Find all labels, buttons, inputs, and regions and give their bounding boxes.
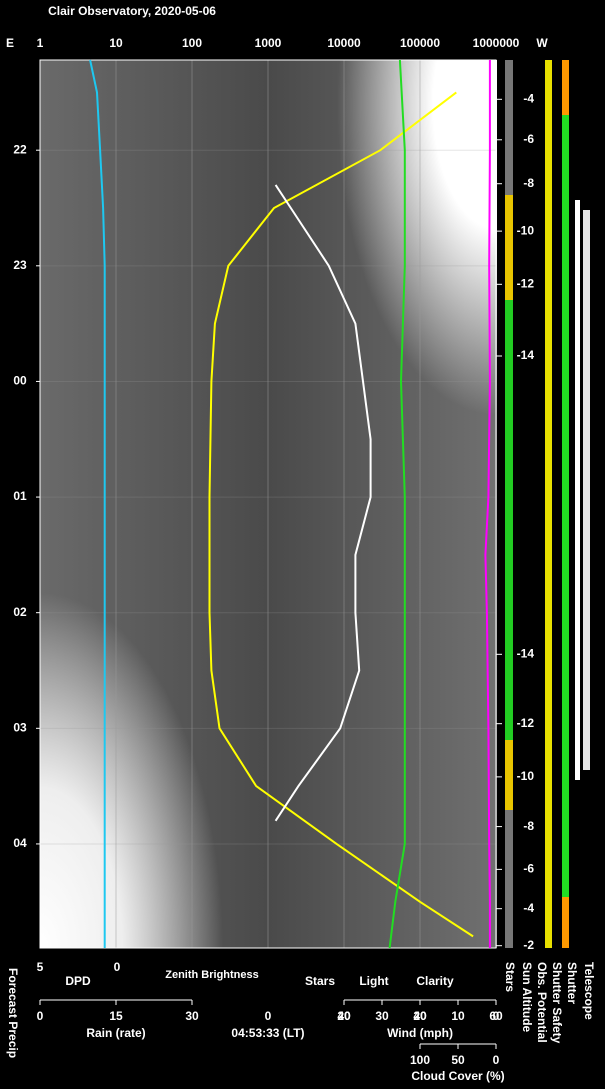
- sun-altitude-label: -10: [517, 769, 535, 783]
- sun-altitude-label: -12: [517, 716, 535, 730]
- scale-tick-label: 20: [337, 1009, 351, 1023]
- axis-name: Clarity: [416, 974, 454, 988]
- axis-name: Wind (mph): [387, 1026, 453, 1040]
- y-tick-label: 04: [13, 836, 27, 850]
- y-tick-label: 03: [13, 720, 27, 734]
- axis-name: Rain (rate): [86, 1026, 145, 1040]
- x-tick-label: 100000: [400, 36, 440, 50]
- status-label: Stars: [503, 962, 517, 992]
- scale-tick-label: 40: [413, 1009, 427, 1023]
- axis-name: DPD: [65, 974, 91, 988]
- y-tick-label: 02: [13, 605, 27, 619]
- time-label: 04:53:33 (LT): [231, 1026, 304, 1040]
- shutter-bar: [575, 200, 580, 780]
- shutter-safety-bar: [562, 115, 569, 897]
- x-tick-label: 1000: [255, 36, 282, 50]
- series-line: [274, 184, 372, 822]
- plot-frame: [39, 59, 497, 949]
- sun-altitude-label: -14: [517, 348, 535, 362]
- scale-tick-label: 0: [114, 960, 121, 974]
- sun-altitude-label: -4: [523, 91, 534, 105]
- scale-tick-label: 0: [37, 1009, 44, 1023]
- scale-tick-label: 100: [410, 1053, 430, 1067]
- scale-tick-label: 20: [413, 1009, 427, 1023]
- sun-altitude-label: -10: [517, 223, 535, 237]
- series-line: [208, 91, 474, 938]
- scale-tick-label: 60: [489, 1009, 503, 1023]
- x-tick-label: 1000000: [473, 36, 520, 50]
- scale-tick-label: 10: [451, 1009, 465, 1023]
- status-bars: [505, 60, 590, 948]
- x-tick-label: 100: [182, 36, 202, 50]
- sun-altitude-label: -8: [523, 819, 534, 833]
- status-label: Telescope: [582, 962, 596, 1020]
- status-label: Shutter Safety: [550, 962, 564, 1044]
- x-tick-label: 1: [37, 36, 44, 50]
- x-tick-label: 10: [109, 36, 123, 50]
- axis-name: Light: [359, 974, 388, 988]
- axis-name: Stars: [305, 974, 335, 988]
- scale-tick-label: 0: [265, 1009, 272, 1023]
- scale-tick-label: 30: [375, 1009, 389, 1023]
- axis-name: Cloud Cover (%): [411, 1069, 504, 1083]
- scale-tick-label: 0: [493, 1053, 500, 1067]
- sun-altitude-label: -8: [523, 176, 534, 190]
- series-line: [89, 59, 106, 948]
- chart-title: Clair Observatory, 2020-05-06: [48, 4, 216, 18]
- shutter-safety-bar: [562, 897, 569, 948]
- scale-tick-label: 50: [451, 1053, 465, 1067]
- scale-tick-label: 15: [109, 1009, 123, 1023]
- east-label: E: [6, 36, 14, 50]
- sun-bar: [505, 195, 513, 305]
- axis-name: Zenith Brightness: [165, 969, 259, 981]
- sun-altitude-label: -12: [517, 276, 535, 290]
- sun-altitude-label: -4: [523, 901, 534, 915]
- y-tick-label: 22: [13, 142, 27, 156]
- west-label: W: [536, 36, 548, 50]
- sun-bar: [505, 300, 513, 740]
- y-tick-label: 23: [13, 258, 27, 272]
- telescope-bar: [583, 210, 590, 770]
- status-label: Obs. Potential: [535, 962, 549, 1043]
- series-line: [388, 59, 406, 949]
- left-label: Forecast Precip: [6, 968, 20, 1058]
- sun-altitude-label: -2: [523, 938, 534, 952]
- scale-tick-label: 40: [337, 1009, 351, 1023]
- x-tick-label: 10000: [327, 36, 361, 50]
- series-line: [484, 60, 491, 948]
- sun-altitude-label: -14: [517, 646, 535, 660]
- shutter-safety-bar: [562, 60, 569, 115]
- y-tick-label: 00: [13, 374, 27, 388]
- sun-bar: [505, 740, 513, 810]
- status-label: Shutter: [565, 962, 579, 1004]
- scale-tick-label: 0: [493, 1009, 500, 1023]
- scale-tick-label: 5: [37, 960, 44, 974]
- obs-potential-bar: [545, 60, 552, 948]
- scale-tick-label: 30: [185, 1009, 199, 1023]
- status-label: Sun Altitude: [520, 962, 534, 1033]
- y-tick-label: 01: [13, 489, 27, 503]
- sun-altitude-label: -6: [523, 862, 534, 876]
- sun-altitude-label: -6: [523, 132, 534, 146]
